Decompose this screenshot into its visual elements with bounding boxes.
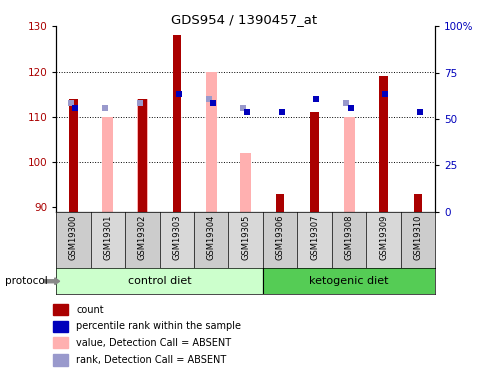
Bar (205, 72, 216, 212)
Bar (366, 212, 400, 268)
Text: count: count (76, 305, 103, 315)
Bar (263, 212, 297, 268)
Text: GSM19300: GSM19300 (69, 214, 78, 260)
Bar (228, 212, 263, 268)
Bar (310, 112, 318, 212)
Bar (400, 212, 434, 268)
Text: protocol: protocol (5, 276, 47, 286)
Bar (379, 76, 387, 212)
Text: GSM19303: GSM19303 (172, 214, 181, 260)
Bar (343, 117, 354, 212)
Bar (125, 212, 159, 268)
Bar (263, 268, 434, 294)
Bar (53, 304, 67, 315)
Bar (297, 212, 331, 268)
Bar (56, 268, 263, 294)
Bar (331, 212, 366, 268)
Text: GSM19302: GSM19302 (138, 214, 146, 260)
Text: rank, Detection Call = ABSENT: rank, Detection Call = ABSENT (76, 355, 226, 365)
Text: GSM19304: GSM19304 (206, 214, 215, 260)
Text: value, Detection Call = ABSENT: value, Detection Call = ABSENT (76, 338, 231, 348)
Bar (275, 194, 284, 212)
Text: GSM19310: GSM19310 (413, 214, 422, 260)
Text: ketogenic diet: ketogenic diet (309, 276, 388, 286)
Bar (53, 354, 67, 366)
Bar (172, 35, 181, 212)
Text: control diet: control diet (127, 276, 191, 286)
Text: GSM19309: GSM19309 (378, 214, 387, 260)
Text: GSM19307: GSM19307 (309, 214, 319, 260)
Text: GSM19305: GSM19305 (241, 214, 250, 260)
Bar (159, 212, 194, 268)
Bar (69, 99, 78, 212)
Text: GSM19301: GSM19301 (103, 214, 112, 260)
Bar (138, 99, 146, 212)
Bar (102, 117, 113, 212)
Text: percentile rank within the sample: percentile rank within the sample (76, 321, 241, 331)
Text: GDS954 / 1390457_at: GDS954 / 1390457_at (171, 13, 317, 26)
Text: GSM19306: GSM19306 (275, 214, 284, 260)
Bar (240, 153, 251, 212)
Bar (137, 99, 147, 212)
Bar (53, 321, 67, 332)
Bar (90, 212, 125, 268)
Bar (413, 194, 422, 212)
Bar (53, 337, 67, 348)
Text: GSM19308: GSM19308 (344, 214, 353, 260)
Bar (56, 212, 90, 268)
Bar (194, 212, 228, 268)
